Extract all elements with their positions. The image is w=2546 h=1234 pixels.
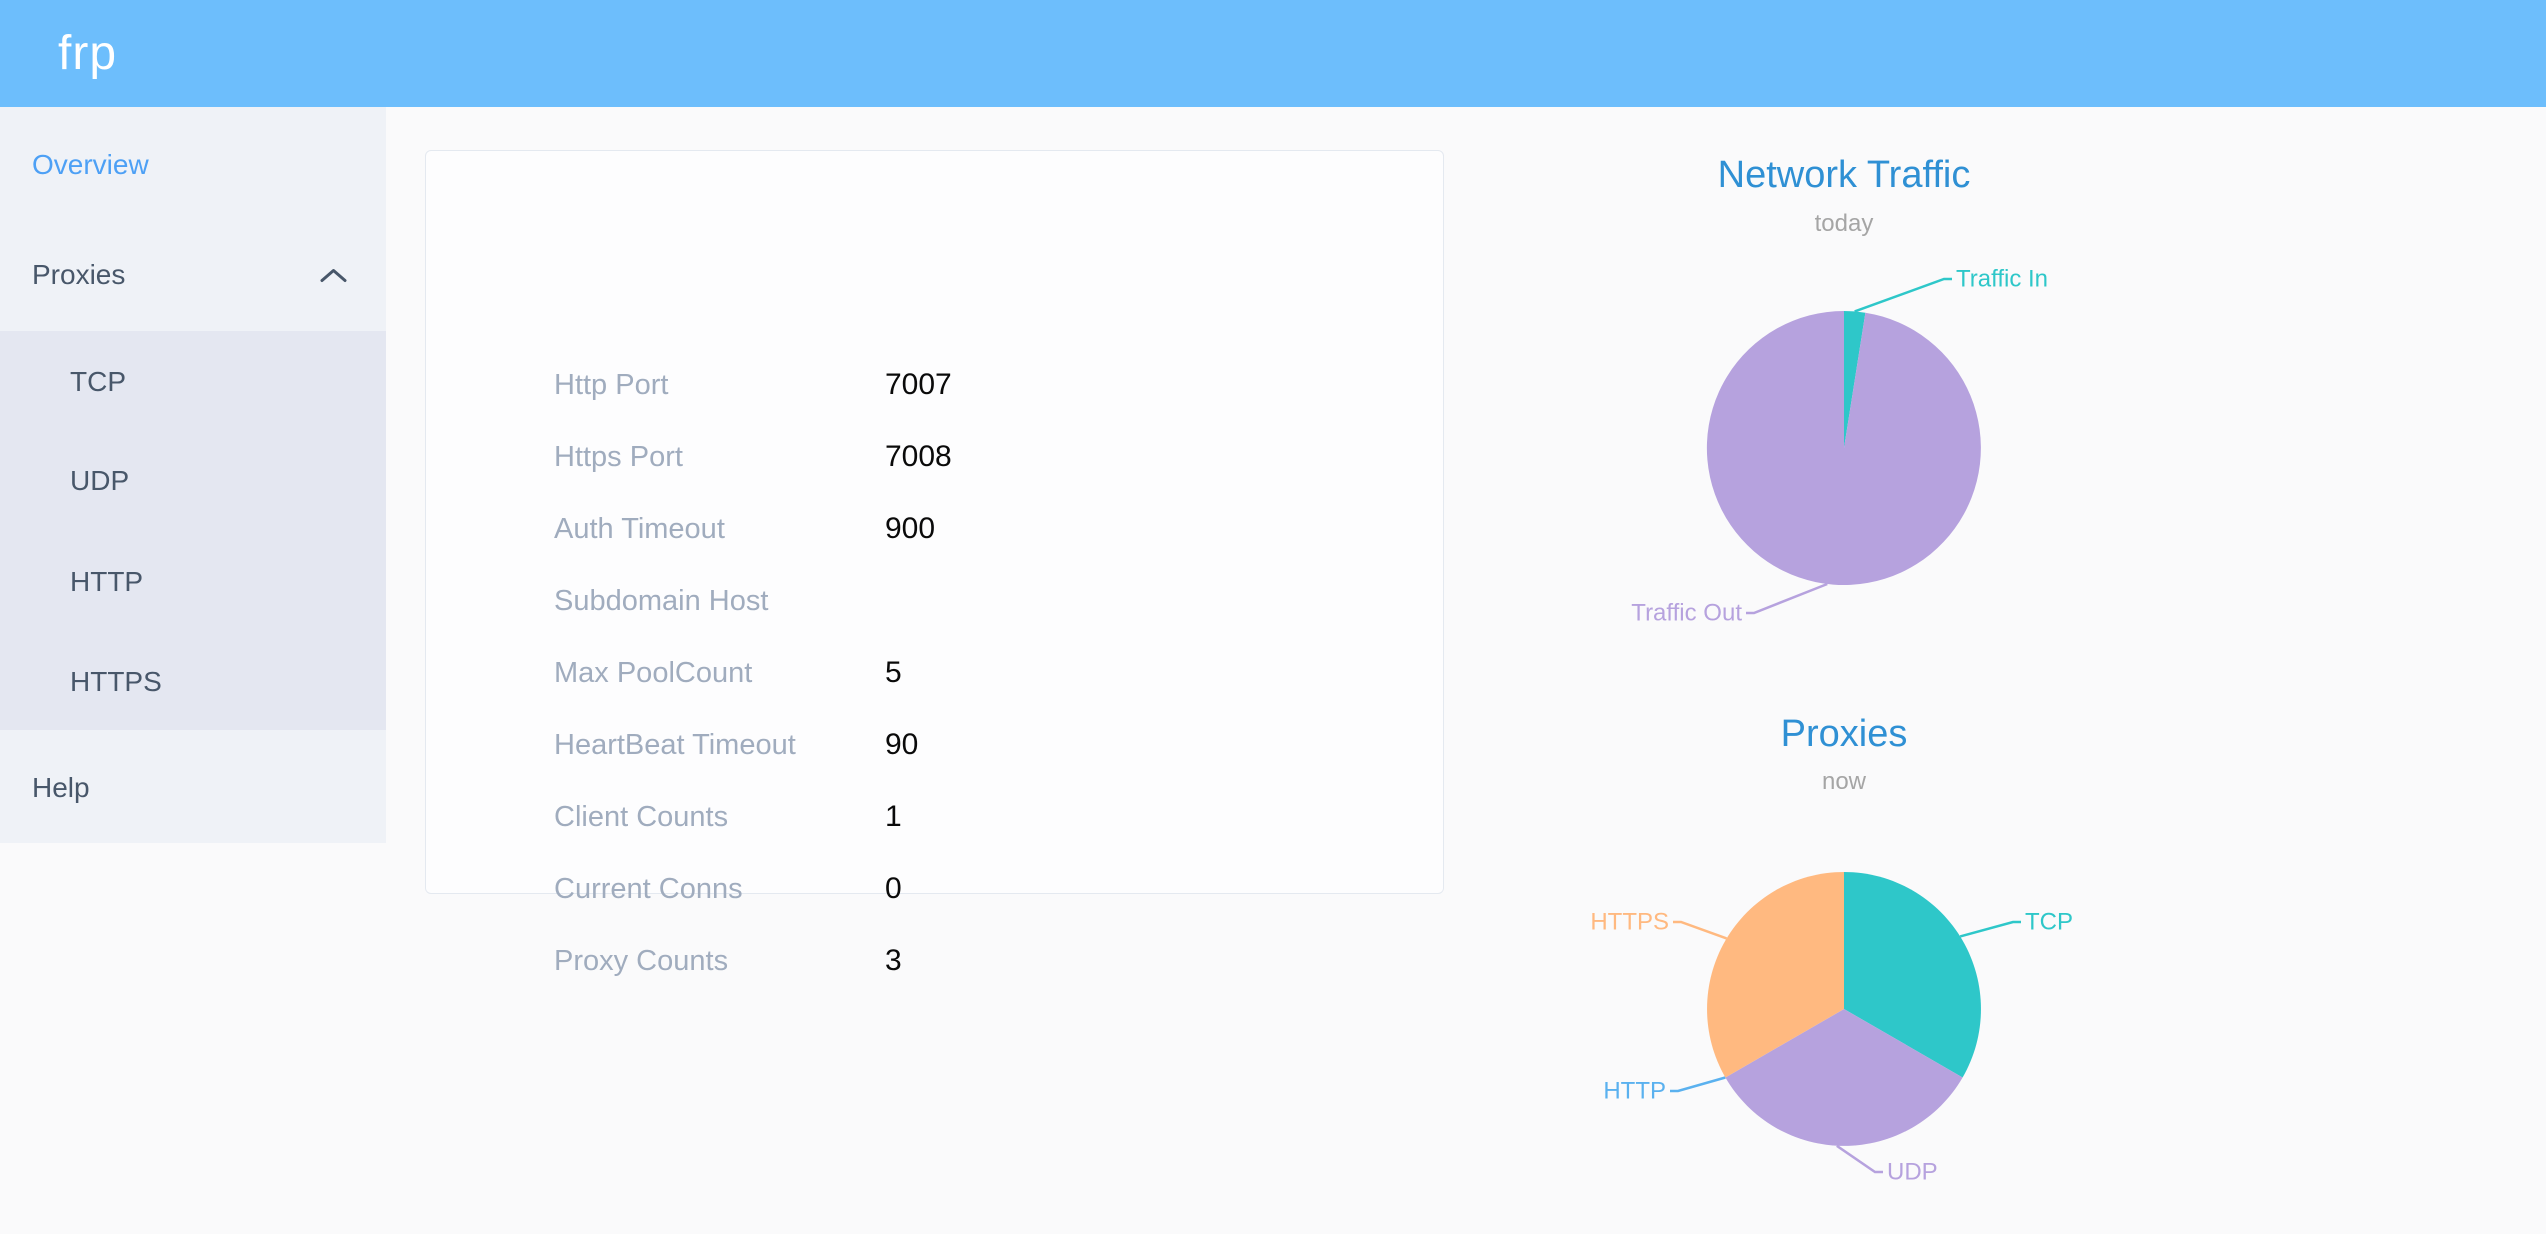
pie-slice-udp <box>1725 1009 1963 1146</box>
field-label: HeartBeat Timeout <box>554 728 796 761</box>
field-label: Current Conns <box>554 872 743 905</box>
server-info-row: Client Counts 1 <box>426 781 1443 853</box>
proxies-submenu <box>0 331 386 730</box>
field-label: Proxy Counts <box>554 944 729 977</box>
pie-label-udp: UDP <box>1887 1159 1938 1186</box>
pie-label-line-https <box>1673 920 1728 940</box>
server-info-card: Http Port 7007 Https Port 7008 Auth Time… <box>425 150 1444 977</box>
field-value: 7007 <box>885 368 952 401</box>
network-traffic-pie-chart: Traffic In Traffic Out <box>1631 266 2048 627</box>
pie-label-tcp: TCP <box>2025 909 2073 936</box>
pie-label-http: HTTP <box>1603 1078 1666 1105</box>
pie-label-line-traffic-out <box>1746 582 1828 615</box>
sidebar-item-tcp[interactable]: TCP <box>0 346 386 418</box>
app-header: frp <box>0 0 2546 107</box>
field-value: 7008 <box>885 440 952 473</box>
server-info-row: Subdomain Host <box>426 565 1443 637</box>
sidebar-item-label: Help <box>32 772 90 803</box>
field-value: 90 <box>885 728 919 761</box>
server-info-row: HeartBeat Timeout 90 <box>426 709 1443 781</box>
sidebar-item-udp[interactable]: UDP <box>0 445 386 517</box>
field-value: 1 <box>885 800 902 833</box>
pie-label-line-traffic-in <box>1854 277 1952 313</box>
sidebar-item-help[interactable]: Help <box>0 752 386 824</box>
pie-slice-traffic-in <box>1844 311 1866 448</box>
field-label: Client Counts <box>554 800 729 833</box>
pie-label-line-tcp <box>1959 920 2021 938</box>
pie-label-line-http <box>1670 1076 1726 1093</box>
server-info-row: Current Conns 0 <box>426 853 1443 925</box>
field-label: Max PoolCount <box>554 656 753 689</box>
pie-label-traffic-out: Traffic Out <box>1631 600 1742 627</box>
proxies-title: Proxies <box>1780 713 1908 755</box>
field-value: 0 <box>885 872 902 905</box>
sidebar-item-label: Overview <box>32 149 149 180</box>
pie-label-line-udp <box>1836 1144 1883 1174</box>
sidebar-item-http[interactable]: HTTP <box>0 546 386 618</box>
sidebar-item-label: Proxies <box>32 259 126 290</box>
pie-label-https: HTTPS <box>1590 909 1669 936</box>
network-traffic-title: Network Traffic <box>1717 154 1971 196</box>
field-label: Auth Timeout <box>554 512 725 545</box>
pie-slice-https <box>1707 872 1844 1078</box>
field-label: Http Port <box>554 368 669 401</box>
proxies-subtitle: now <box>1821 768 1867 795</box>
server-info-row: Http Port 7007 <box>426 349 1443 421</box>
sidebar-item-label: HTTPS <box>70 666 162 697</box>
field-label: Subdomain Host <box>554 584 769 617</box>
field-value: 5 <box>885 656 902 689</box>
sidebar-item-https[interactable]: HTTPS <box>0 646 386 718</box>
app-logo: frp <box>58 27 118 80</box>
pie-label-traffic-in: Traffic In <box>1956 266 2048 293</box>
sidebar-item-label: HTTP <box>70 566 144 597</box>
network-traffic-subtitle: today <box>1814 210 1874 237</box>
server-info-row: Max PoolCount 5 <box>426 637 1443 709</box>
sidebar-item-overview[interactable]: Overview <box>0 129 386 201</box>
field-label: Https Port <box>554 440 683 473</box>
field-value: 900 <box>885 512 936 545</box>
field-value: 3 <box>885 944 902 977</box>
server-info-row: Auth Timeout 900 <box>426 493 1443 565</box>
pie-slice-traffic-out <box>1706 310 1981 585</box>
server-info-row: Https Port 7008 <box>426 421 1443 493</box>
server-info-row: Proxy Counts 3 <box>426 925 1443 997</box>
sidebar-item-label: TCP <box>70 366 126 397</box>
chevron-up-icon <box>320 269 347 282</box>
sidebar-item-label: UDP <box>70 465 130 496</box>
pie-slice-tcp <box>1844 872 1981 1078</box>
proxies-pie-chart: TCP UDP HTTP HTTPS <box>1590 872 2073 1186</box>
sidebar-item-proxies[interactable]: Proxies <box>0 239 386 311</box>
